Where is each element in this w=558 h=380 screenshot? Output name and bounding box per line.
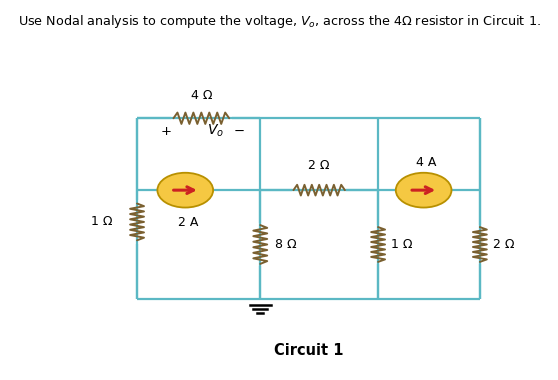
Text: 4 A: 4 A <box>416 156 436 169</box>
Text: Use Nodal analysis to compute the voltage, $V_o$, across the 4$\Omega$ resistor : Use Nodal analysis to compute the voltag… <box>17 13 541 30</box>
Circle shape <box>157 173 213 207</box>
Text: 2 Ω: 2 Ω <box>309 159 330 172</box>
Circle shape <box>396 173 451 207</box>
Text: 2 Ω: 2 Ω <box>493 238 515 251</box>
Text: 8 Ω: 8 Ω <box>275 238 297 251</box>
Text: 2 A: 2 A <box>178 216 198 229</box>
Text: +: + <box>161 125 172 138</box>
Text: 1 Ω: 1 Ω <box>92 215 113 228</box>
Text: Circuit 1: Circuit 1 <box>274 343 343 358</box>
Text: 1 Ω: 1 Ω <box>392 238 413 251</box>
Text: −: − <box>233 125 244 138</box>
Text: $V_o$: $V_o$ <box>206 123 224 139</box>
Text: 4 Ω: 4 Ω <box>191 89 212 102</box>
